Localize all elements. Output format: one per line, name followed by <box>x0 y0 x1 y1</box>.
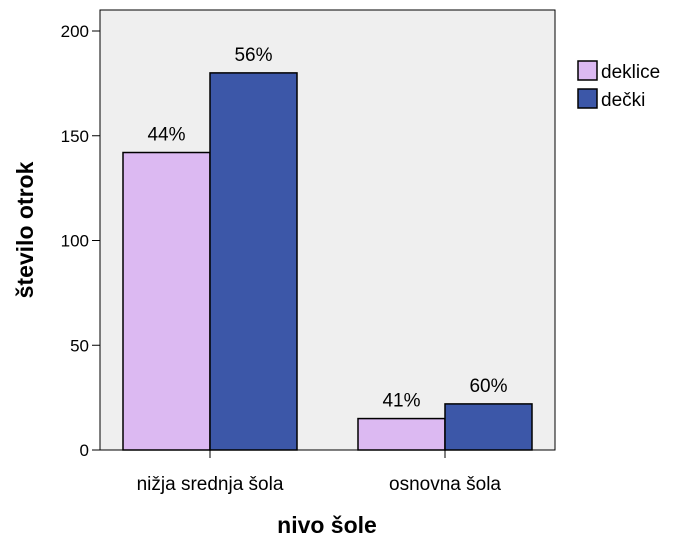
bar-decki <box>444 403 533 451</box>
bar-data-label: 44% <box>147 125 185 146</box>
y-tick-label: 150 <box>61 127 89 146</box>
bar-deklice <box>122 151 211 451</box>
bar-decki <box>209 72 298 451</box>
legend: deklice dečki <box>577 60 660 111</box>
legend-label: dečki <box>601 90 645 111</box>
x-category-label: osnovna šola <box>389 474 501 495</box>
legend-swatch-decki <box>577 88 598 109</box>
legend-label: deklice <box>601 62 660 83</box>
bar-deklice <box>357 417 446 451</box>
y-tick-label: 200 <box>61 22 89 41</box>
y-axis-title: število otrok <box>12 161 38 298</box>
y-axis: 0 50 100 150 200 <box>61 22 100 460</box>
bar-data-label: 41% <box>382 391 420 412</box>
y-tick-label: 0 <box>80 441 89 460</box>
y-tick-label: 50 <box>70 336 89 355</box>
x-axis: nižja srednja šola osnovna šola <box>137 450 501 495</box>
bar-data-label: 56% <box>234 45 272 66</box>
x-axis-title: nivo šole <box>277 512 377 538</box>
y-tick-label: 100 <box>61 232 89 251</box>
bar-data-label: 60% <box>469 376 507 397</box>
bars: 44% 56% 41% 60% <box>122 45 533 451</box>
legend-swatch-deklice <box>577 60 598 81</box>
x-category-label: nižja srednja šola <box>137 474 284 495</box>
